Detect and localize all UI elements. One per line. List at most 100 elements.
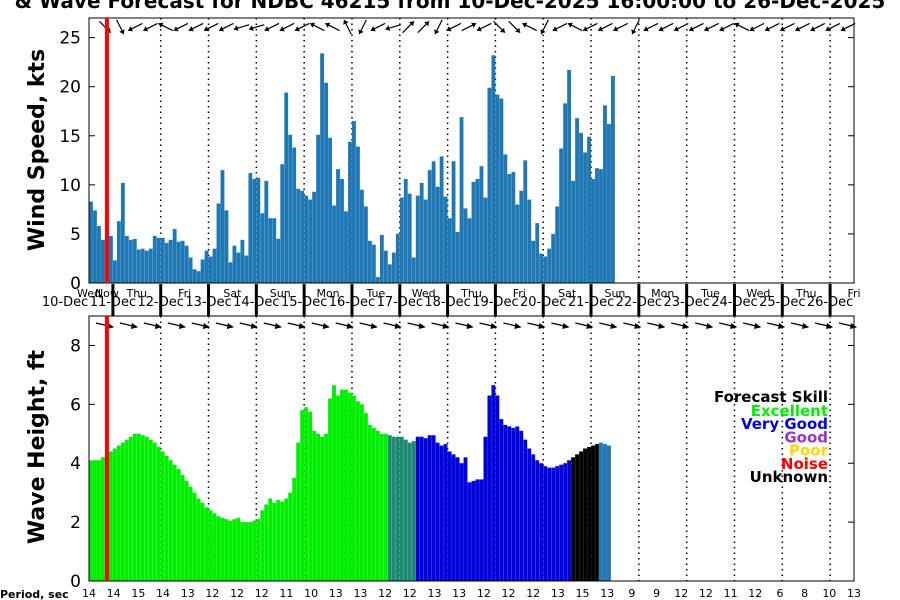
bar xyxy=(515,204,520,283)
period-value: 12 xyxy=(477,587,491,600)
bar xyxy=(120,182,125,283)
bar xyxy=(391,252,396,283)
bar xyxy=(248,522,253,581)
wind-arrow xyxy=(508,20,521,34)
bar xyxy=(93,460,97,581)
bar xyxy=(483,197,488,283)
bar xyxy=(200,259,205,283)
bar xyxy=(120,442,125,581)
day-date-label: 13-Dec xyxy=(185,295,231,310)
bar xyxy=(232,519,237,581)
bar xyxy=(587,447,591,581)
period-value: 12 xyxy=(526,587,540,600)
bar xyxy=(252,520,257,581)
wind-arrow xyxy=(173,22,189,32)
legend-entry: Unknown xyxy=(750,468,828,486)
bar xyxy=(152,235,157,283)
bar xyxy=(312,430,317,581)
bar xyxy=(116,445,121,581)
legend-entry: Excellent xyxy=(751,402,828,420)
bar xyxy=(292,477,297,581)
wave-arrow xyxy=(695,322,714,329)
bar xyxy=(483,436,488,581)
bar xyxy=(296,442,301,581)
day-weekday-label: Wed xyxy=(77,287,101,300)
bar xyxy=(451,161,456,283)
bar xyxy=(487,87,492,284)
legend-entry: Very Good xyxy=(741,415,828,433)
bar xyxy=(212,248,217,283)
bar xyxy=(196,271,201,283)
bar xyxy=(427,435,432,581)
wind-arrow xyxy=(795,22,810,32)
bar xyxy=(439,445,444,581)
bar xyxy=(491,55,496,283)
bar xyxy=(228,262,233,283)
day-weekday-label: Fri xyxy=(847,287,860,300)
bar xyxy=(595,444,599,581)
bar xyxy=(200,502,205,581)
day-date-label: 23-Dec xyxy=(663,295,709,310)
period-value: 14 xyxy=(82,587,96,600)
wave-arrow xyxy=(575,322,594,329)
day-weekday-label: Sat xyxy=(558,287,577,300)
bar xyxy=(316,134,321,283)
wind-arrow xyxy=(294,22,310,32)
bar xyxy=(288,134,293,283)
bar xyxy=(344,389,348,581)
bar xyxy=(375,430,380,581)
bar xyxy=(455,457,460,581)
bar xyxy=(531,454,536,581)
bar xyxy=(403,178,408,283)
period-value: 13 xyxy=(847,587,861,600)
wind-arrow xyxy=(688,22,704,32)
bar xyxy=(109,235,113,283)
bar xyxy=(264,504,269,581)
bar xyxy=(371,244,376,283)
period-value: 9 xyxy=(628,587,635,600)
bar xyxy=(324,82,328,284)
bar xyxy=(144,250,149,283)
period-value: 11 xyxy=(724,587,738,600)
bar xyxy=(479,479,484,581)
bar xyxy=(284,498,289,581)
day-date-label: 10-Dec xyxy=(42,295,88,310)
bar xyxy=(387,435,392,581)
bar xyxy=(360,189,364,283)
period-value: 6 xyxy=(776,587,783,600)
bar xyxy=(148,439,153,581)
period-value: 12 xyxy=(378,587,392,600)
day-weekday-label: Wed xyxy=(412,287,436,300)
bar xyxy=(128,239,133,283)
bar xyxy=(607,445,611,581)
wind-day-gridlines xyxy=(159,18,831,283)
wind-arrow xyxy=(613,22,628,32)
bar xyxy=(435,442,440,581)
wind-arrow xyxy=(582,22,598,32)
wave-arrow xyxy=(647,322,666,329)
bar xyxy=(164,242,169,283)
bar xyxy=(228,520,233,581)
bar xyxy=(112,260,117,283)
legend-entry: Good xyxy=(784,428,828,446)
bar xyxy=(539,463,544,581)
period-value: 10 xyxy=(822,587,836,600)
day-weekday-label: Sun xyxy=(270,287,291,300)
wind-plot-frame xyxy=(88,17,855,284)
period-value: 15 xyxy=(576,587,590,600)
bar xyxy=(475,479,480,581)
bar xyxy=(519,190,524,283)
bar xyxy=(352,121,356,283)
wave-arrow xyxy=(191,322,210,329)
wave-arrow xyxy=(766,322,786,329)
bar xyxy=(89,460,93,581)
bar xyxy=(188,486,193,581)
bar xyxy=(276,238,281,283)
bar xyxy=(551,467,556,581)
wind-arrow xyxy=(309,22,325,32)
bar xyxy=(511,427,516,581)
bar xyxy=(264,180,269,283)
bar xyxy=(447,451,452,581)
bar xyxy=(599,169,603,283)
